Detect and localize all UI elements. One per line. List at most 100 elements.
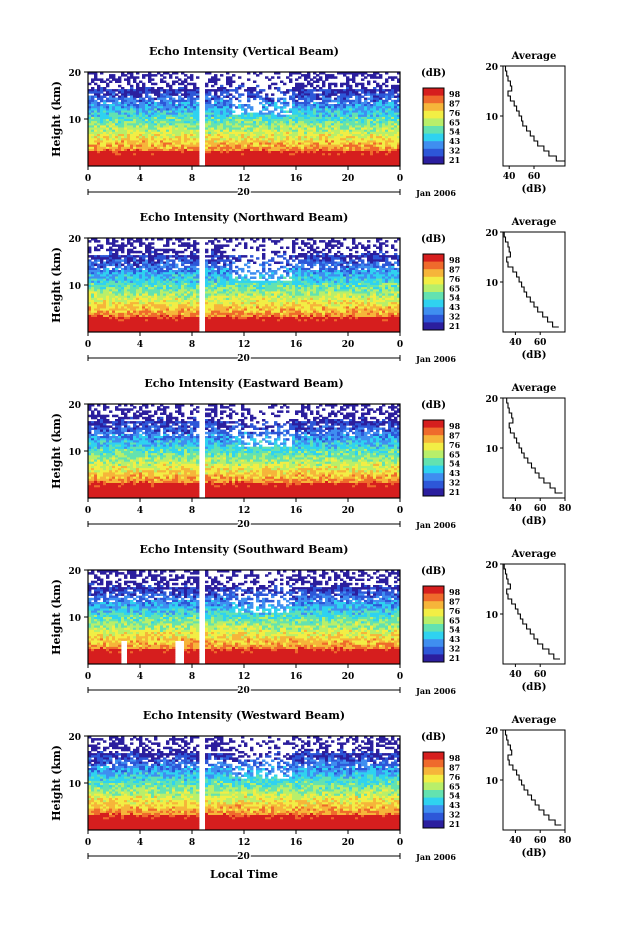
x-tick-label: 8: [189, 174, 195, 184]
date-label: Jan 2006: [415, 520, 456, 530]
colorbar-band: [423, 488, 444, 496]
profile-x-tick-label: 80: [559, 836, 572, 846]
profile-x-tick-label: 40: [509, 338, 522, 348]
date-label: Jan 2006: [415, 686, 456, 696]
colorbar-band: [423, 782, 444, 790]
x-tick-label: 4: [137, 838, 143, 848]
colorbar-band: [423, 647, 444, 655]
date-marker: 20: [237, 354, 250, 364]
colorbar-label: (dB): [421, 234, 446, 245]
date-label: Jan 2006: [415, 354, 456, 364]
profile-line: [506, 66, 566, 161]
profile-x-tick-label: 40: [509, 504, 522, 514]
colorbar-band: [423, 639, 444, 647]
panel-title: Echo Intensity (Vertical Beam): [149, 45, 339, 58]
x-tick-label: 12: [238, 672, 251, 682]
x-tick-label: 4: [137, 506, 143, 516]
profile-y-tick-label: 20: [485, 395, 498, 405]
x-tick-label: 16: [290, 340, 303, 350]
colorbar-band: [423, 752, 444, 760]
colorbar-band: [423, 594, 444, 602]
colorbar-band: [423, 632, 444, 640]
x-tick-label: 0: [397, 672, 403, 682]
colorbar: [423, 420, 444, 497]
colorbar-band: [423, 322, 444, 330]
profile-line: [504, 232, 559, 327]
colorbar-label: (dB): [421, 566, 446, 577]
profile-x-tick-label: 60: [534, 670, 547, 680]
colorbar-band: [423, 254, 444, 262]
colorbar-label: (dB): [421, 68, 446, 79]
x-tick-label: 0: [397, 838, 403, 848]
profile-x-axis-label: (dB): [522, 516, 547, 527]
profile-frame: [503, 232, 565, 332]
x-tick-label: 16: [290, 672, 303, 682]
x-tick-label: 0: [85, 506, 91, 516]
profile-x-tick-label: 40: [509, 836, 522, 846]
x-tick-label: 0: [85, 340, 91, 350]
colorbar-band: [423, 292, 444, 300]
x-tick-label: 8: [189, 340, 195, 350]
profile-frame: [503, 66, 565, 166]
colorbar-band: [423, 111, 444, 119]
profile-frame: [503, 564, 565, 664]
x-tick-label: 20: [342, 838, 355, 848]
profile-title: Average: [511, 51, 557, 62]
y-axis-label: Height (km): [50, 745, 63, 821]
panel-title: Echo Intensity (Northward Beam): [140, 211, 349, 224]
y-axis-label: Height (km): [50, 413, 63, 489]
profile-y-tick-label: 20: [485, 229, 498, 239]
colorbar-band: [423, 96, 444, 104]
colorbar-band: [423, 616, 444, 624]
profile-x-tick-label: 40: [509, 670, 522, 680]
y-tick-label: 10: [68, 282, 81, 292]
y-tick-label: 20: [68, 567, 81, 577]
colorbar-band: [423, 277, 444, 285]
colorbar: [423, 752, 444, 829]
y-tick-label: 10: [68, 116, 81, 126]
colorbar-band: [423, 473, 444, 481]
heatmap: [88, 238, 400, 332]
colorbar-band: [423, 458, 444, 466]
colorbar-band: [423, 813, 444, 821]
colorbar-band: [423, 284, 444, 292]
profile-title: Average: [511, 217, 557, 228]
colorbar-band: [423, 767, 444, 775]
colorbar-band: [423, 820, 444, 828]
colorbar-band: [423, 466, 444, 474]
colorbar-band: [423, 450, 444, 458]
x-tick-label: 4: [137, 340, 143, 350]
y-tick-label: 10: [68, 614, 81, 624]
x-tick-label: 12: [238, 174, 251, 184]
profile-x-tick-label: 60: [534, 504, 547, 514]
profile-title: Average: [511, 549, 557, 560]
x-tick-label: 8: [189, 672, 195, 682]
colorbar-band: [423, 420, 444, 428]
y-tick-label: 10: [68, 448, 81, 458]
colorbar-band: [423, 586, 444, 594]
colorbar-band: [423, 798, 444, 806]
profile-line: [504, 564, 560, 659]
x-tick-label: 16: [290, 506, 303, 516]
heatmap: [88, 736, 400, 830]
profile-y-tick-label: 20: [485, 727, 498, 737]
profile-x-axis-label: (dB): [522, 848, 547, 859]
y-tick-label: 20: [68, 733, 81, 743]
date-label: Jan 2006: [415, 188, 456, 198]
x-tick-label: 8: [189, 506, 195, 516]
colorbar-band: [423, 134, 444, 142]
y-tick-label: 10: [68, 780, 81, 790]
profile-y-tick-label: 20: [485, 63, 498, 73]
heatmap: [88, 72, 400, 166]
colorbar: [423, 254, 444, 331]
colorbar: [423, 586, 444, 663]
profile-line: [507, 398, 563, 493]
colorbar-band: [423, 790, 444, 798]
x-tick-label: 0: [85, 174, 91, 184]
colorbar-band: [423, 141, 444, 149]
profile-frame: [503, 730, 565, 830]
x-tick-label: 12: [238, 506, 251, 516]
colorbar-label: (dB): [421, 400, 446, 411]
x-tick-label: 4: [137, 672, 143, 682]
colorbar-band: [423, 103, 444, 111]
